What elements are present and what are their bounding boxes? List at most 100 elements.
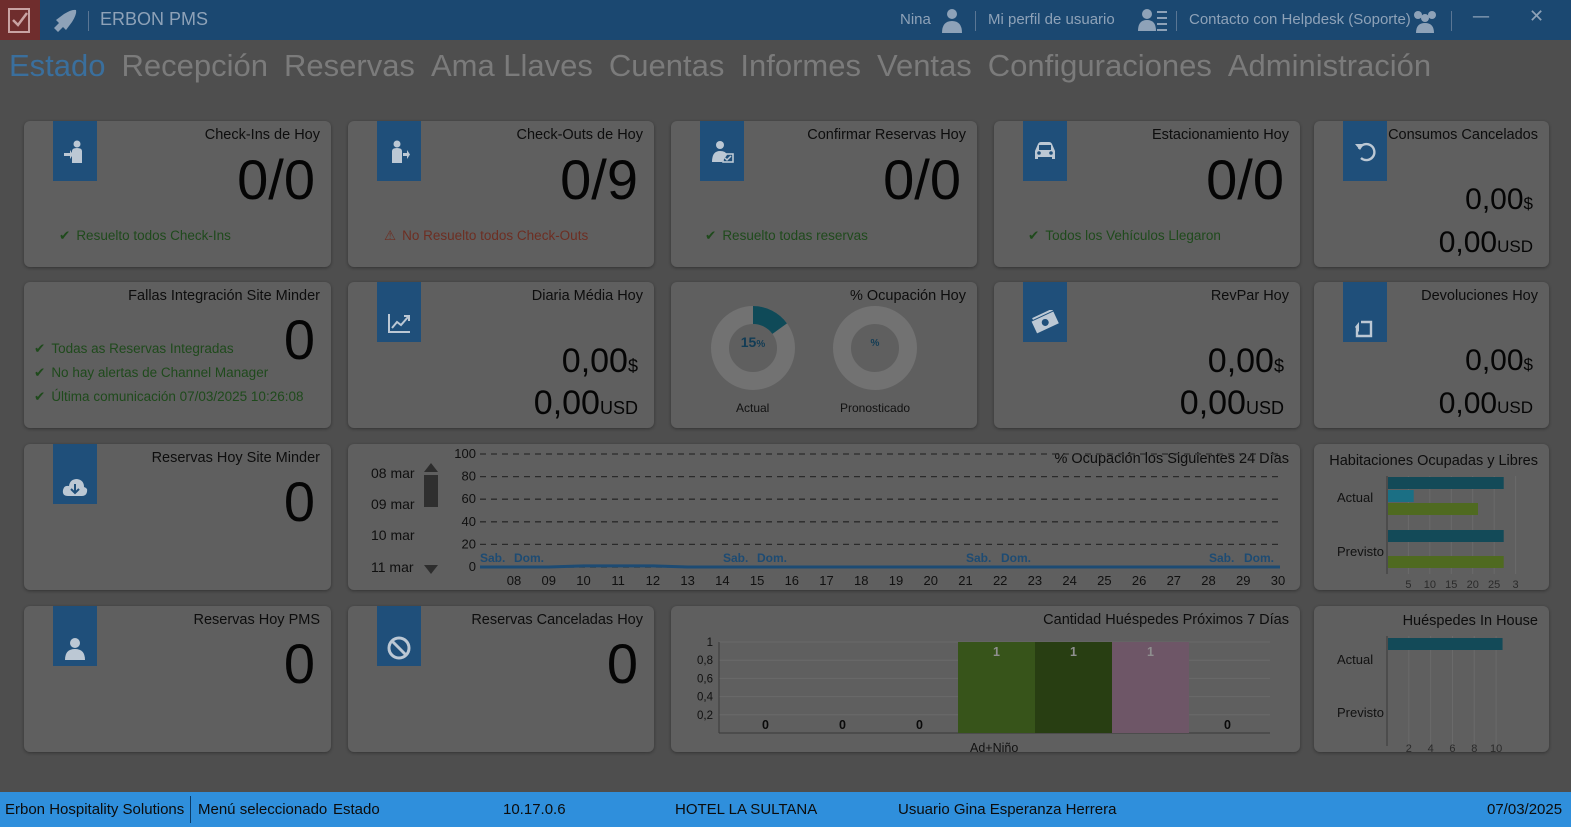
menu-item-cuentas[interactable]: Cuentas [608, 48, 725, 83]
amount: 0,00 [1438, 387, 1498, 420]
forecast-label: Pronosticado [840, 401, 911, 415]
undo-icon [1343, 121, 1387, 181]
bar [1388, 490, 1414, 502]
confirm-reservations-card[interactable]: Confirmar Reservas Hoy 0/0 ✔ Resuelto tod… [671, 121, 977, 267]
status-text: No Resuelto todos Check-Outs [402, 228, 589, 243]
x-tick-label: 25 [1097, 573, 1111, 588]
checkouts-card[interactable]: Check-Outs de Hoy 0/9 ⚠ No Resuelto todos… [348, 121, 654, 267]
status-line: ✔ No hay alertas de Channel Manager [34, 365, 268, 381]
card-title: Check-Outs de Hoy [516, 127, 643, 143]
current-date: 07/03/2025 [1487, 801, 1563, 818]
occupancy-forecast-donut [833, 306, 917, 390]
status-text: Última comunicación 07/03/2025 10:26:08 [51, 389, 304, 404]
main-menu: Estado Recepción Reservas Ama Llaves Cue… [9, 46, 1431, 88]
x-tick-label: 11 [611, 573, 625, 588]
guests-in-house-card[interactable]: Huéspedes In House Actual Previsto 2 4 6 8 1… [1314, 606, 1549, 752]
date-item[interactable]: 08 mar [371, 465, 415, 481]
user-name-link[interactable]: Nina [900, 11, 931, 28]
chart-title: Huéspedes In House [1402, 613, 1538, 629]
menu-selected-label: Menú seleccionado [198, 801, 328, 818]
axis-label-actual: Actual [1337, 652, 1374, 667]
pms-reservations-card[interactable]: Reservas Hoy PMS 0 [24, 606, 331, 752]
x-tick-label: 13 [680, 573, 694, 588]
menu-item-ventas[interactable]: Ventas [876, 48, 972, 83]
close-button[interactable]: ✕ [1529, 6, 1545, 27]
company-name: Erbon Hospitality Solutions [5, 801, 185, 818]
menu-item-informes[interactable]: Informes [740, 48, 861, 83]
checkout-person-icon [377, 121, 421, 181]
helpdesk-link[interactable]: Contacto con Helpdesk (Soporte) [1189, 11, 1411, 28]
checkins-status: ✔ Resuelto todos Check-Ins [59, 228, 231, 244]
site-minder-failures-card[interactable]: Fallas Integración Site Minder 0 ✔ Todas … [24, 282, 331, 428]
profile-link[interactable]: Mi perfil de usuario [988, 11, 1115, 28]
confirm-status: ✔ Resuelto todas reservas [705, 228, 868, 244]
currency: $ [1523, 355, 1533, 374]
weekend-label: Dom. [1001, 551, 1031, 565]
refunds-card[interactable]: Devoluciones Hoy 0,00$ 0,00USD [1314, 282, 1549, 428]
scrollbar-thumb[interactable] [424, 475, 438, 507]
date-item[interactable]: 09 mar [371, 496, 415, 512]
parking-card[interactable]: Estacionamiento Hoy 0/0 ✔ Todos los Vehíc… [994, 121, 1300, 267]
scroll-down-icon[interactable] [423, 564, 439, 576]
daily-average-card[interactable]: Diaria Média Hoy 0,00$ 0,00USD [348, 282, 654, 428]
guests-in-house-chart: 2 4 6 8 10 [1386, 636, 1503, 752]
data-label: 0 [916, 718, 923, 732]
menu-item-reservas[interactable]: Reservas [284, 48, 415, 83]
x-tick-label: 21 [958, 573, 972, 588]
checkins-card[interactable]: Check-Ins de Hoy 0/0 ✔ Resuelto todos Che… [24, 121, 331, 267]
amount: 0,00 [1465, 183, 1524, 216]
menu-item-ama-llaves[interactable]: Ama Llaves [430, 48, 593, 83]
weekend-label: Sab. [966, 551, 991, 565]
cancelled-reservations-card[interactable]: Reservas Canceladas Hoy 0 [348, 606, 654, 752]
occupancy-24-days-card[interactable]: 08 mar 09 mar 10 mar 11 mar % Ocupación … [348, 444, 1300, 590]
user-list-icon[interactable] [1138, 7, 1168, 33]
diaria-value-local: 0,00$ [562, 344, 638, 378]
menu-item-configuraciones[interactable]: Configuraciones [987, 48, 1212, 83]
chart-title: Cantidad Huéspedes Próximos 7 Días [1043, 612, 1289, 628]
date-item[interactable]: 10 mar [371, 527, 415, 543]
site-minder-reservations-card[interactable]: Reservas Hoy Site Minder 0 [24, 444, 331, 590]
return-icon [1343, 282, 1387, 342]
card-title: RevPar Hoy [1210, 288, 1289, 304]
warning-icon: ⚠ [384, 228, 397, 243]
status-line: ✔ Última comunicación 07/03/2025 10:26:08 [34, 389, 303, 405]
menu-item-administracion[interactable]: Administración [1227, 48, 1432, 83]
rocket-icon[interactable] [50, 8, 78, 32]
weekend-label: Sab. [723, 551, 748, 565]
x-tick-label: 28 [1201, 573, 1215, 588]
data-label: 0 [762, 718, 769, 732]
donut-slice [752, 306, 787, 335]
checkouts-value: 0/9 [560, 148, 638, 211]
revpar-card[interactable]: RevPar Hoy 0,00$ 0,00USD [994, 282, 1300, 428]
status-text: Resuelto todos Check-Ins [76, 228, 231, 243]
card-title: Confirmar Reservas Hoy [807, 127, 966, 143]
bar [1388, 503, 1478, 515]
amount: 0,00 [1465, 344, 1524, 377]
weekend-label: Dom. [1244, 551, 1274, 565]
menu-item-recepcion[interactable]: Recepción [121, 48, 268, 83]
refunds-value-local: 0,00$ [1465, 346, 1533, 376]
amount: 0,00 [1179, 384, 1246, 422]
check-icon: ✔ [59, 228, 71, 243]
scroll-up-icon[interactable] [423, 461, 439, 473]
user-icon[interactable] [940, 7, 964, 33]
weekend-label: Dom. [514, 551, 544, 565]
card-title: Consumos Cancelados [1388, 127, 1538, 143]
rooms-occupied-free-card[interactable]: Habitaciones Ocupadas y Libres Actual Pr… [1314, 444, 1549, 590]
data-label: 1 [1070, 645, 1077, 659]
date-item[interactable]: 11 mar [371, 559, 414, 575]
guests-7-days-card[interactable]: Cantidad Huéspedes Próximos 7 Días 0,2 0,… [671, 606, 1300, 755]
users-group-icon[interactable] [1410, 7, 1440, 33]
card-title: % Ocupación Hoy [849, 288, 966, 304]
card-title: Check-Ins de Hoy [204, 127, 320, 143]
chart-title: Habitaciones Ocupadas y Libres [1329, 453, 1538, 469]
y-tick-label: 0,8 [697, 655, 713, 667]
x-tick-label: 14 [715, 573, 729, 588]
bar [1388, 638, 1503, 650]
occupancy-today-card[interactable]: % Ocupación Hoy 15% % Actual Pronosticad… [671, 282, 977, 428]
minimize-button[interactable]: — [1472, 6, 1490, 27]
status-text: Todas as Reservas Integradas [51, 341, 234, 356]
consumos-card[interactable]: Consumos Cancelados 0,00$ 0,00USD [1314, 121, 1549, 267]
menu-item-estado[interactable]: Estado [9, 48, 106, 83]
chart-title: % Ocupación los Siguientes 24 Días [1054, 451, 1289, 467]
